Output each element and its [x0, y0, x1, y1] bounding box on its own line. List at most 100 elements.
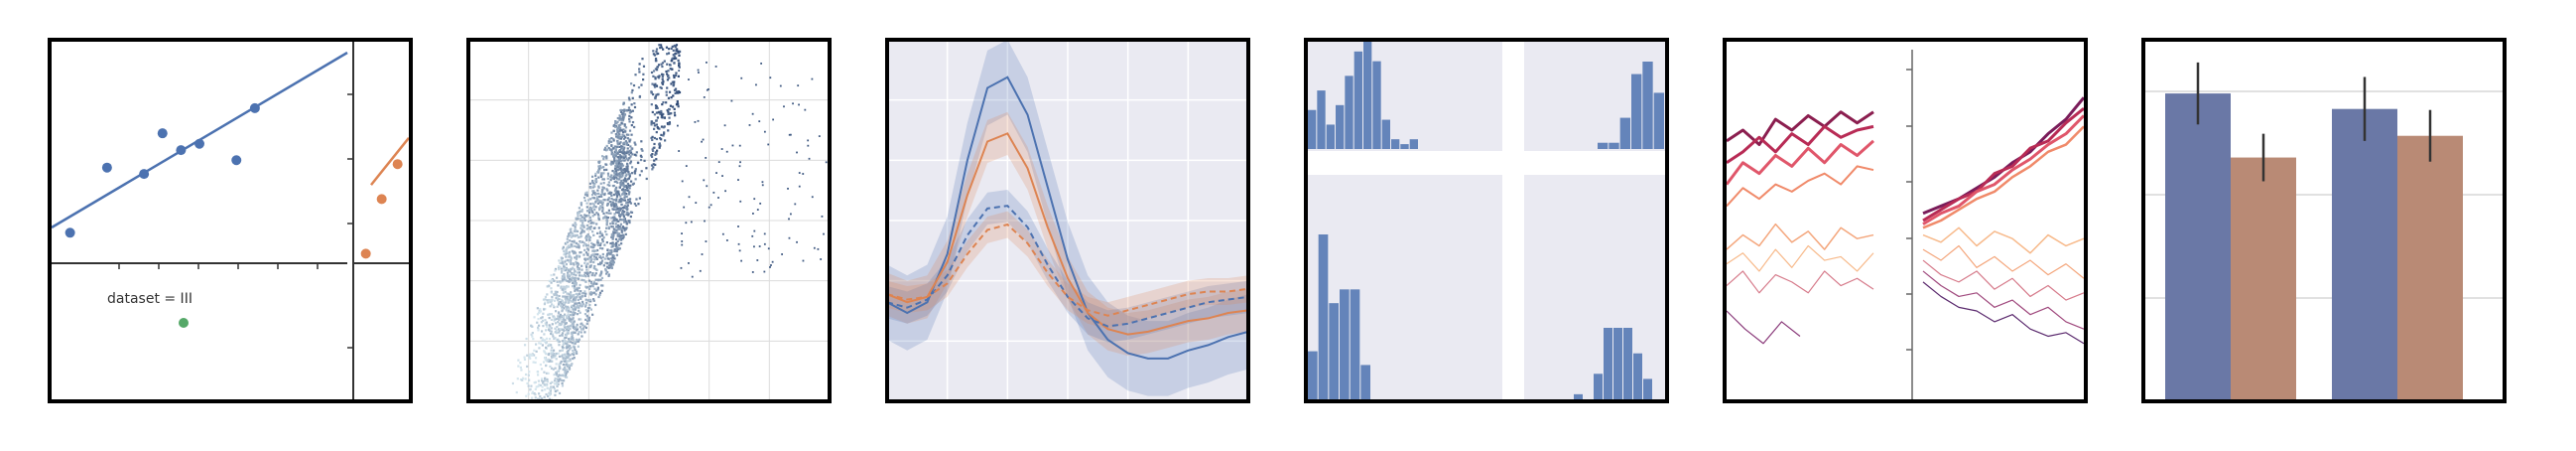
- scatter-point: [607, 273, 610, 276]
- scatter-point: [616, 191, 620, 195]
- scatter-point: [584, 251, 588, 254]
- dense-scatter-panel[interactable]: [466, 38, 832, 403]
- timeseries-panel[interactable]: [885, 38, 1250, 403]
- scatter-point: [538, 397, 541, 401]
- scatter-point: [517, 359, 520, 362]
- scatter-point: [580, 224, 582, 226]
- hist-bar-top-left-4: [1345, 75, 1353, 149]
- scatter-point: [550, 318, 553, 322]
- pairgrid-panel[interactable]: [1304, 38, 1669, 403]
- scatter-point: [565, 255, 568, 258]
- scatter-point: [611, 256, 614, 259]
- scatter-outlier: [738, 165, 741, 168]
- scatter-point: [650, 155, 654, 158]
- scatter-point: [651, 153, 654, 156]
- scatter-point: [592, 299, 595, 302]
- scatter-point: [564, 242, 568, 245]
- scatter-point: [632, 83, 636, 87]
- scatter-point: [618, 157, 621, 160]
- scatter-point: [614, 170, 618, 173]
- scatter-outlier: [699, 269, 702, 272]
- scatter-point: [560, 267, 563, 270]
- scatter-outlier: [703, 95, 706, 98]
- hist-bar-bottom-left-5: [1360, 365, 1370, 399]
- scatter-point: [549, 305, 552, 308]
- scatter-point: [657, 92, 660, 95]
- scatter-point: [621, 237, 624, 240]
- scatter-point: [622, 134, 626, 137]
- scatter-point: [610, 201, 613, 204]
- scatter-point: [563, 279, 566, 282]
- scatter-point: [556, 374, 559, 376]
- scatter-point: [575, 274, 578, 277]
- scatter-point: [563, 347, 566, 350]
- scatter-point: [596, 189, 599, 192]
- scatter-point: [601, 255, 604, 259]
- scatter-point: [606, 270, 609, 274]
- scatter-point: [580, 318, 582, 321]
- scatter-point: [631, 109, 634, 112]
- scatter-point: [565, 355, 569, 359]
- scatter-point: [628, 129, 632, 132]
- grouped-bar-panel[interactable]: [2141, 38, 2507, 403]
- scatter-point: [565, 315, 569, 318]
- scatter-outlier: [678, 150, 681, 152]
- scatter-point: [656, 52, 660, 56]
- scatter-point: [651, 110, 654, 114]
- scatter-point: [569, 337, 572, 340]
- scatter-point: [573, 354, 576, 357]
- scatter-point: [588, 216, 592, 220]
- scatter-point: [564, 359, 567, 362]
- scatter-point: [595, 257, 598, 261]
- scatter-outlier: [688, 78, 690, 80]
- scatter-point: [602, 198, 605, 202]
- scatter-point: [600, 172, 603, 175]
- scatter-point: [618, 207, 621, 210]
- scatter-point: [619, 219, 622, 222]
- scatter-point: [622, 182, 625, 185]
- scatter-point: [594, 293, 597, 296]
- anscombe-panel[interactable]: dataset = III: [48, 38, 413, 403]
- scatter-outlier: [681, 232, 683, 235]
- scatter-point: [628, 120, 631, 123]
- scatter-point: [584, 234, 588, 237]
- line-blue-solid: [886, 75, 1249, 360]
- scatter-point: [580, 226, 582, 229]
- scatter-point: [576, 245, 579, 248]
- scatter-point: [623, 169, 626, 172]
- scatter-point: [672, 84, 675, 87]
- scatter-point: [543, 351, 546, 354]
- scatter-point: [654, 153, 657, 156]
- scatter-point: [567, 296, 571, 299]
- scatter-point: [633, 141, 636, 144]
- scatter-point: [568, 327, 571, 330]
- scatter-point: [628, 157, 631, 160]
- scatter-point: [558, 268, 561, 271]
- scatter-point: [593, 192, 596, 195]
- scatter-point: [597, 226, 600, 229]
- scatter-point: [585, 193, 588, 197]
- scatter-outlier: [721, 175, 723, 177]
- scatter-point: [610, 265, 613, 269]
- scatter-point: [673, 75, 676, 79]
- scatter-point: [568, 307, 571, 310]
- scatter-point: [624, 155, 627, 158]
- scatter-point: [581, 222, 584, 225]
- scatter-point: [545, 342, 548, 345]
- scatter-point: [561, 309, 564, 312]
- scatter-outlier: [763, 130, 766, 133]
- scatter-point: [654, 77, 657, 80]
- scatter-point: [561, 270, 564, 273]
- scatter-point: [650, 154, 653, 157]
- scatter-point: [581, 324, 584, 327]
- scatter-point: [564, 342, 567, 345]
- scatter-point: [575, 292, 578, 296]
- scatter-point: [645, 177, 648, 181]
- scatter-point: [530, 354, 534, 357]
- palette-lines-panel[interactable]: [1723, 38, 2088, 403]
- scatter-point: [610, 191, 613, 195]
- scatter-outlier: [738, 249, 741, 252]
- scatter-point: [611, 226, 614, 228]
- scatter-point: [561, 333, 564, 337]
- scatter-point: [564, 355, 567, 358]
